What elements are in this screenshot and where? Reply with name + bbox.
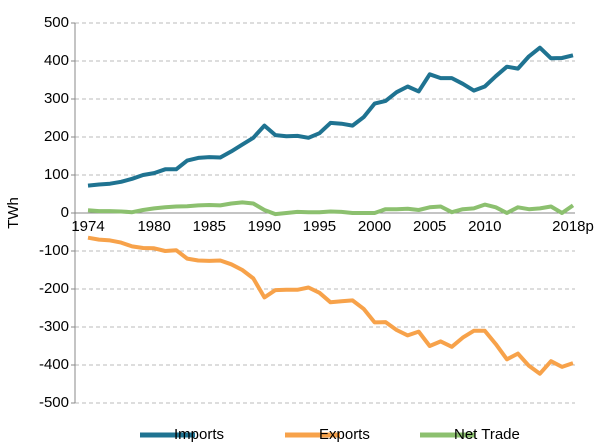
legend-label: Imports [174, 426, 224, 443]
y-axis-label: TWh [5, 197, 22, 229]
y-tick-label: 200 [44, 128, 69, 145]
y-tick-label: -300 [39, 318, 69, 335]
y-tick-label: 500 [44, 14, 69, 31]
y-tick-label: 100 [44, 166, 69, 183]
y-tick-label: -100 [39, 242, 69, 259]
legend-label: Exports [319, 426, 370, 443]
x-tick-label: 1985 [193, 218, 226, 235]
x-tick-label: 2005 [413, 218, 446, 235]
x-tick-label: 1974 [71, 218, 104, 235]
x-tick-label: 1995 [303, 218, 336, 235]
y-tick-label: -400 [39, 356, 69, 373]
line-series [87, 200, 575, 217]
x-tick-label: 2018p [552, 218, 594, 235]
legend-label: Net Trade [454, 426, 520, 443]
line-series [87, 235, 574, 376]
x-tick-label: 2010 [468, 218, 501, 235]
x-tick-label: 1990 [248, 218, 281, 235]
y-tick-label: 300 [44, 90, 69, 107]
y-tick-label: 400 [44, 52, 69, 69]
x-tick-label: 1980 [137, 218, 170, 235]
x-tick-label: 2000 [358, 218, 391, 235]
line-series [87, 45, 574, 188]
y-tick-label: -500 [39, 394, 69, 411]
y-tick-label: -200 [39, 280, 69, 297]
y-tick-label: 0 [61, 204, 69, 221]
